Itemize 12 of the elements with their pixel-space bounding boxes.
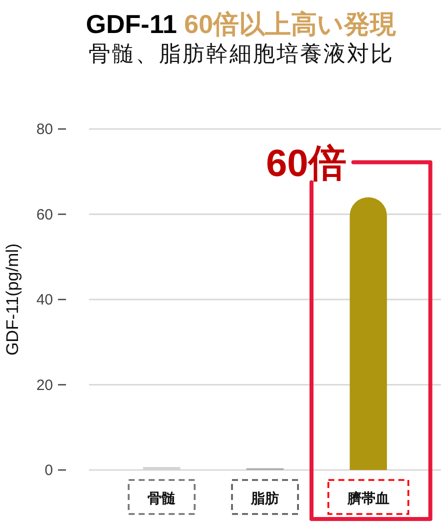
chart-subtitle: 骨髄、脂肪幹細胞培養液対比: [88, 41, 394, 66]
y-tick-label: 40: [36, 292, 53, 308]
y-axis-title: GDF-11(pg/ml): [3, 243, 22, 356]
y-tick-label: 60: [36, 206, 53, 224]
y-tick-label: 80: [36, 121, 53, 138]
x-tick-label: 臍帯血: [346, 490, 390, 506]
x-tick-label: 骨髄: [148, 490, 177, 506]
y-tick-label: 0: [44, 462, 53, 479]
chart-title: GDF-11 60倍以上高い発現: [86, 9, 398, 39]
y-tick-label: 20: [36, 376, 53, 394]
x-tick-label: 脂肪: [250, 490, 279, 506]
annotation: 60倍: [266, 143, 346, 186]
